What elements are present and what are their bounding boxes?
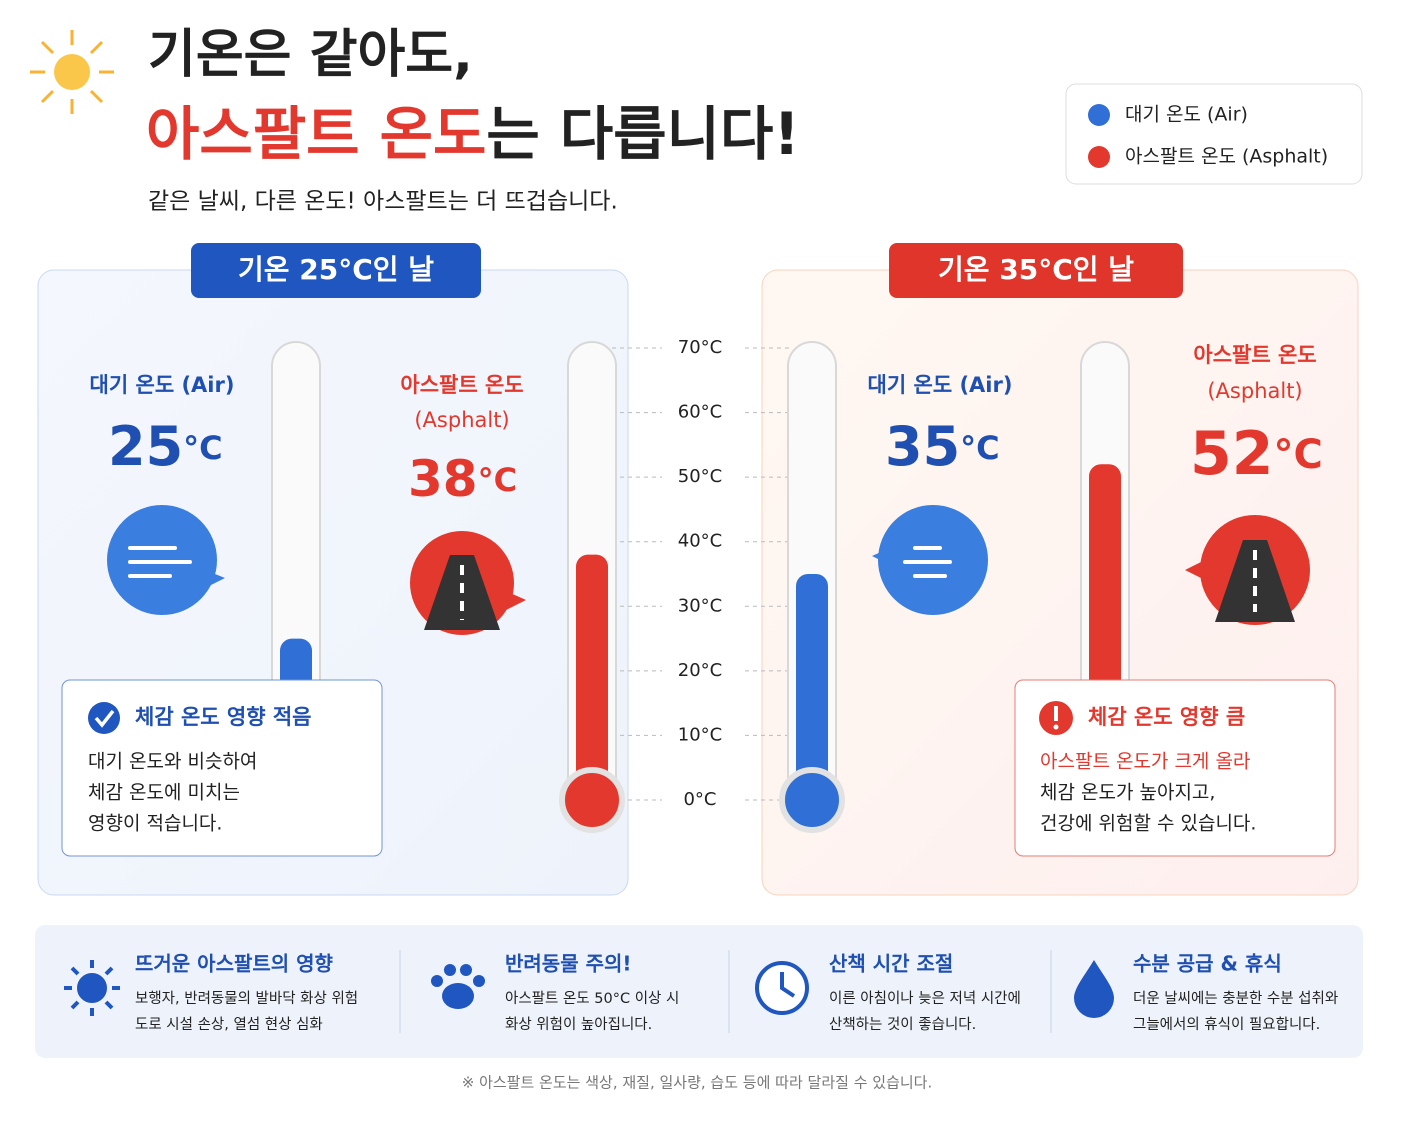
tick-label: 70°C <box>678 337 722 358</box>
tick-label: 30°C <box>678 595 722 616</box>
unit: °C <box>1274 432 1323 478</box>
value: 52 <box>1190 419 1274 489</box>
note-line: 대기 온도와 비슷하여 <box>88 751 257 773</box>
sun-tip-icon <box>64 960 120 1016</box>
tip-title: 뜨거운 아스팔트의 영향 <box>135 952 334 976</box>
check-icon <box>88 702 120 734</box>
tip-line: 보행자, 반려동물의 발바닥 화상 위험 <box>135 990 358 1007</box>
legend-label: 대기 온도 (Air) <box>1125 104 1248 126</box>
legend-box <box>1065 83 1363 185</box>
tick-label: 60°C <box>678 402 722 423</box>
title: 기온은 같아도, <box>148 25 473 85</box>
thermometer-fill <box>796 574 828 800</box>
paw-icon <box>431 964 485 1009</box>
note-line: 영향이 적습니다. <box>88 813 222 835</box>
value: 25 <box>108 415 183 478</box>
unit: °C <box>960 429 999 467</box>
tick-label: 50°C <box>678 466 722 487</box>
tick-label: 10°C <box>678 724 722 745</box>
tip-line: 이른 아침이나 늦은 저녁 시간에 <box>829 990 1021 1007</box>
warning-icon <box>1039 701 1073 735</box>
tip-line: 그늘에서의 휴식이 필요합니다. <box>1133 1016 1320 1033</box>
asphalt-sublabel: (Asphalt) <box>414 408 509 432</box>
sun-icon <box>30 30 114 114</box>
thermometer-bulb <box>779 767 845 833</box>
tip-line: 산책하는 것이 좋습니다. <box>829 1016 976 1033</box>
air-value: 35°C <box>885 415 1000 478</box>
note-box <box>61 679 383 857</box>
tip-line: 더운 날씨에는 충분한 수분 섭취와 <box>1133 990 1338 1007</box>
note-line: 건강에 위험할 수 있습니다. <box>1040 813 1256 835</box>
unit: °C <box>478 461 517 499</box>
title-2: 아스팔트 온도는 다릅니다! <box>146 100 800 168</box>
badge <box>889 243 1183 298</box>
legend-dot <box>1088 146 1110 168</box>
unit: °C <box>183 429 222 467</box>
tips-band <box>35 925 1363 1058</box>
road-icon <box>1185 515 1310 625</box>
asphalt-value: 38°C <box>408 450 517 508</box>
tip-line: 도로 시설 손상, 열섬 현상 심화 <box>135 1016 323 1033</box>
note-title: 체감 온도 영향 큼 <box>1088 705 1245 729</box>
note-title: 체감 온도 영향 적음 <box>135 705 312 729</box>
legend-dot <box>1088 104 1110 126</box>
drop-icon <box>1074 960 1114 1018</box>
tip-title: 수분 공급 & 휴식 <box>1133 952 1282 976</box>
badge-text: 기온 35°C인 날 <box>938 253 1134 286</box>
clock-icon <box>755 961 809 1015</box>
title-rest: 는 다릅니다! <box>486 100 799 168</box>
value: 38 <box>408 450 478 508</box>
tip-line: 아스팔트 온도 50°C 이상 시 <box>505 990 679 1007</box>
air-label: 대기 온도 (Air) <box>868 373 1013 397</box>
asphalt-label: 아스팔트 온도 <box>1193 343 1316 367</box>
tip-title: 반려동물 주의! <box>505 952 631 976</box>
air-label: 대기 온도 (Air) <box>90 373 235 397</box>
asphalt-sublabel: (Asphalt) <box>1207 379 1302 403</box>
footnote: ※ 아스팔트 온도는 색상, 재질, 일사량, 습도 등에 따라 달라질 수 있… <box>462 1074 933 1092</box>
note-line: 체감 온도가 높아지고, <box>1040 782 1215 804</box>
road-icon <box>410 531 526 635</box>
badge-text: 기온 25°C인 날 <box>238 253 434 286</box>
tick-label: 40°C <box>678 531 722 552</box>
note-line: 체감 온도에 미치는 <box>88 782 240 804</box>
legend-label: 아스팔트 온도 (Asphalt) <box>1125 146 1328 168</box>
tick-label: 0°C <box>683 789 716 810</box>
wind-icon <box>107 505 225 615</box>
note-box <box>1014 679 1336 857</box>
note-line: 아스팔트 온도가 크게 올라 <box>1040 751 1250 773</box>
wind-icon <box>872 505 988 615</box>
asphalt-label: 아스팔트 온도 <box>400 373 523 397</box>
title-highlight: 아스팔트 온도 <box>146 100 486 168</box>
value: 35 <box>885 415 960 478</box>
tip-title: 산책 시간 조절 <box>829 952 953 976</box>
thermometer-fill <box>576 554 608 800</box>
tick-label: 20°C <box>678 660 722 681</box>
tip-line: 화상 위험이 높아집니다. <box>505 1016 652 1033</box>
air-value: 25°C <box>108 415 223 478</box>
badge <box>191 243 481 298</box>
thermometer-bulb <box>559 767 625 833</box>
subtitle: 같은 날씨, 다른 온도! 아스팔트는 더 뜨겁습니다. <box>148 189 618 215</box>
asphalt-value: 52°C <box>1190 419 1323 489</box>
